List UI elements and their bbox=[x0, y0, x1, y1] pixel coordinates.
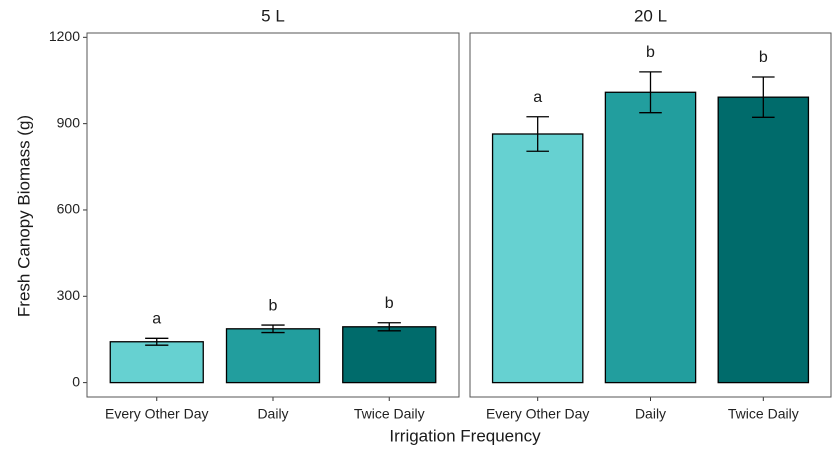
annotation: b bbox=[269, 297, 278, 314]
x-tick-label: Twice Daily bbox=[354, 406, 425, 422]
panel-title: 5 L bbox=[261, 6, 285, 25]
y-axis-label: Fresh Canopy Biomass (g) bbox=[14, 115, 33, 317]
annotation: a bbox=[152, 311, 161, 328]
y-tick-label: 0 bbox=[72, 373, 80, 389]
annotation: b bbox=[759, 49, 768, 66]
x-tick-label: Twice Daily bbox=[728, 406, 799, 422]
bar bbox=[109, 341, 204, 384]
bar bbox=[717, 96, 810, 384]
panel-border bbox=[469, 32, 832, 398]
y-tick-label: 300 bbox=[57, 287, 81, 303]
x-axis-label: Irrigation Frequency bbox=[389, 426, 541, 445]
x-tick-label: Every Other Day bbox=[105, 406, 208, 422]
y-tick-label: 600 bbox=[57, 201, 81, 217]
panel-title: 20 L bbox=[634, 6, 667, 25]
panel-border bbox=[86, 32, 460, 398]
x-tick-label: Daily bbox=[635, 406, 666, 422]
y-tick-label: 900 bbox=[57, 114, 81, 130]
x-tick-label: Every Other Day bbox=[486, 406, 589, 422]
x-tick-label: Daily bbox=[257, 406, 288, 422]
bar bbox=[604, 91, 697, 384]
bar bbox=[225, 328, 321, 384]
y-tick-label: 1200 bbox=[49, 28, 80, 44]
annotation: b bbox=[385, 295, 394, 312]
annotation: b bbox=[646, 44, 655, 61]
bar bbox=[342, 326, 437, 384]
bar bbox=[491, 133, 584, 384]
annotation: a bbox=[533, 89, 542, 106]
